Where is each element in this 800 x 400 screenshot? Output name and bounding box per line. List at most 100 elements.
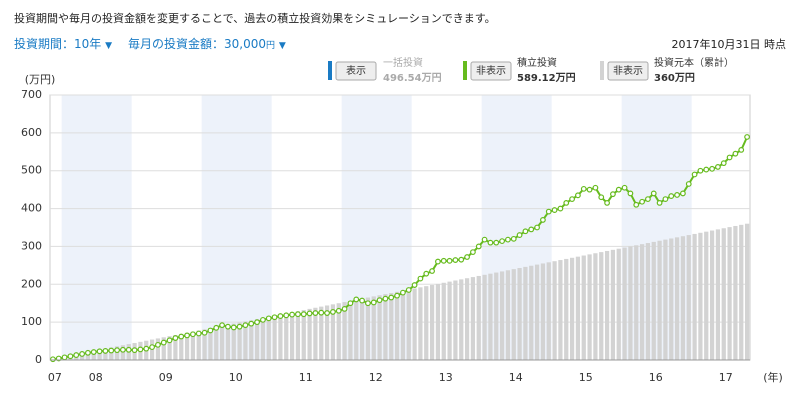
arrow: ▼ [278,41,286,51]
bar [214,327,219,360]
point [726,154,733,161]
point [720,160,727,167]
year-band [481,95,552,360]
point [178,333,185,340]
bar [109,347,114,360]
point [709,165,715,172]
point [166,337,173,344]
legend-button[interactable] [470,61,512,81]
bar [237,322,242,360]
bar [161,337,166,360]
period-select[interactable]: 投資期間：10年 ▼ [14,35,112,52]
point [680,190,686,197]
bar [488,273,493,360]
y-tick-label: 600 [21,126,42,139]
point [254,319,260,326]
bar [278,314,283,360]
legend-total: 360万円 [654,72,695,84]
point [545,208,552,215]
bar [645,243,651,360]
point [691,171,698,178]
year-band [61,95,132,360]
bar [307,308,312,360]
point [160,339,167,346]
bar [377,295,382,360]
point [528,226,535,233]
bar [505,270,511,360]
point [440,257,447,264]
point [400,289,406,296]
amount-select[interactable]: 毎月の投資金額：30,000円 ▼ [128,35,286,52]
bar [202,329,207,360]
bar [284,313,289,360]
bar [558,260,563,360]
legend-button[interactable] [607,61,649,81]
point [732,150,739,157]
point [195,330,202,337]
bar [155,338,161,360]
point [645,196,651,203]
bar [610,249,616,360]
point [429,268,435,274]
bar [196,330,201,360]
point [90,349,97,355]
bar [208,328,213,360]
point [341,305,348,312]
point [248,320,255,327]
point [137,346,144,353]
point [615,186,622,193]
point [697,167,704,174]
bar [540,263,546,360]
point [207,327,214,334]
x-tick-label: 15 [579,371,593,384]
legend-button-label: 非表示 [613,64,643,77]
bar [319,306,324,360]
bar [179,333,184,360]
bar [669,238,674,360]
point [131,347,138,354]
point [446,257,453,264]
bar [400,290,406,360]
bar [243,321,248,360]
point [592,184,599,191]
point [475,243,482,250]
point [580,185,587,192]
point [388,294,395,301]
point [563,199,570,206]
point [277,313,284,319]
legend-button[interactable] [335,61,377,81]
y-tick-label: 200 [21,277,42,290]
point [102,348,109,354]
bar [499,271,505,360]
point [149,344,155,351]
bar [348,300,353,360]
point [493,239,500,246]
point [236,323,243,330]
point [184,332,190,339]
point [557,205,564,212]
point [225,323,231,330]
point [435,258,441,265]
point [61,354,68,361]
bar [476,275,481,360]
point [575,192,581,199]
point [499,238,505,245]
bar [523,266,528,360]
bar [674,237,680,360]
bar [97,349,102,360]
bar [698,232,703,360]
point [125,346,132,353]
as-of: 2017年10月31日 時点 [671,38,787,51]
bar [354,299,359,360]
bar [371,296,376,360]
bar [552,261,557,360]
bar [441,282,446,360]
point [370,299,377,306]
point [318,309,325,316]
point [639,198,645,205]
bar [85,352,91,360]
x-tick-label: 17 [719,371,733,384]
bar [225,324,231,360]
y-tick-label: 300 [21,239,42,252]
